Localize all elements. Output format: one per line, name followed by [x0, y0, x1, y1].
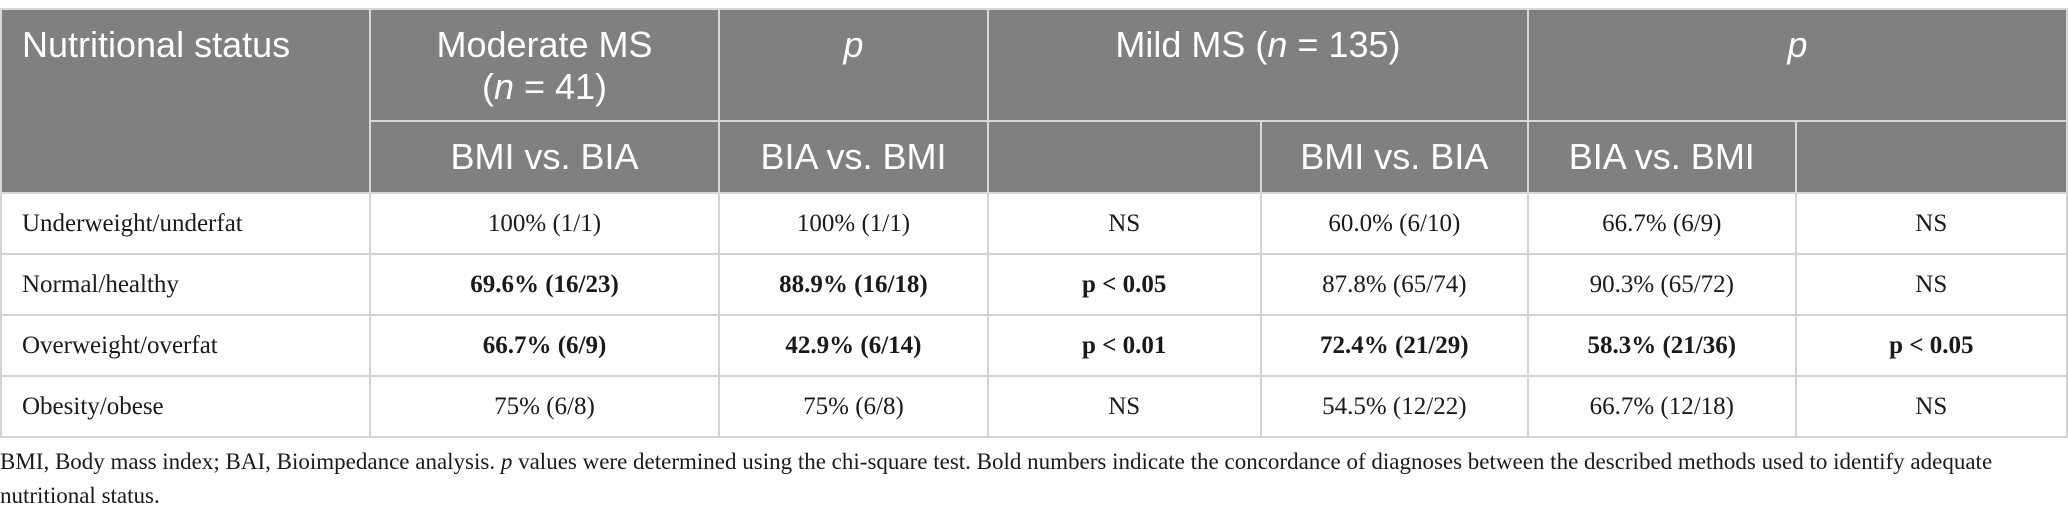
table-cell: 66.7% (6/9) [1527, 192, 1797, 255]
row-label: Overweight/overfat [0, 314, 371, 377]
table-cell: 69.6% (16/23) [368, 253, 721, 316]
table-cell: 100% (1/1) [368, 192, 721, 255]
table-cell: 75% (6/8) [368, 375, 721, 438]
table-cell: 54.5% (12/22) [1259, 375, 1530, 438]
table-cell: 60.0% (6/10) [1259, 192, 1530, 255]
table-cell: NS [1794, 375, 2068, 438]
table-cell: p < 0.01 [986, 314, 1262, 377]
subheader-cell: BMI vs. BIA [1259, 120, 1530, 194]
table-cell: 88.9% (16/18) [718, 253, 989, 316]
table-cell: 100% (1/1) [718, 192, 989, 255]
header-mild-ms: Mild MS (n = 135) [986, 8, 1530, 122]
table-cell: 87.8% (65/74) [1259, 253, 1530, 316]
table-cell: 58.3% (21/36) [1527, 314, 1797, 377]
table-cell: NS [986, 192, 1262, 255]
header-nutritional-status: Nutritional status [0, 8, 371, 194]
table-row: Underweight/underfat 100% (1/1) 100% (1/… [0, 192, 2068, 255]
subheader-cell [986, 120, 1262, 194]
table-cell: p < 0.05 [986, 253, 1262, 316]
table-cell: NS [1794, 253, 2068, 316]
table-cell: p < 0.05 [1794, 314, 2068, 377]
table-row: Obesity/obese 75% (6/8) 75% (6/8) NS 54.… [0, 375, 2068, 438]
subheader-cell: BIA vs. BMI [1527, 120, 1797, 194]
table-cell: 90.3% (65/72) [1527, 253, 1797, 316]
table-row: Normal/healthy 69.6% (16/23) 88.9% (16/1… [0, 253, 2068, 316]
row-label: Obesity/obese [0, 375, 371, 438]
subheader-cell: BMI vs. BIA [368, 120, 721, 194]
table-cell: 75% (6/8) [718, 375, 989, 438]
row-label: Underweight/underfat [0, 192, 371, 255]
header-moderate-ms: Moderate MS (n = 41) [368, 8, 721, 122]
table-cell: 66.7% (6/9) [368, 314, 721, 377]
results-table: Nutritional status Moderate MS (n = 41) p… [0, 8, 2068, 438]
table-footnote: BMI, Body mass index; BAI, Bioimpedance … [0, 449, 1993, 508]
header-p-mild: p [1527, 8, 2068, 122]
row-label: Normal/healthy [0, 253, 371, 316]
table-cell: 42.9% (6/14) [718, 314, 989, 377]
table-row: Overweight/overfat 66.7% (6/9) 42.9% (6/… [0, 314, 2068, 377]
table-cell: NS [1794, 192, 2068, 255]
header-p-moderate: p [718, 8, 989, 122]
table-cell: 66.7% (12/18) [1527, 375, 1797, 438]
subheader-cell: BIA vs. BMI [718, 120, 989, 194]
subheader-cell [1794, 120, 2068, 194]
table-cell: NS [986, 375, 1262, 438]
table-cell: 72.4% (21/29) [1259, 314, 1530, 377]
